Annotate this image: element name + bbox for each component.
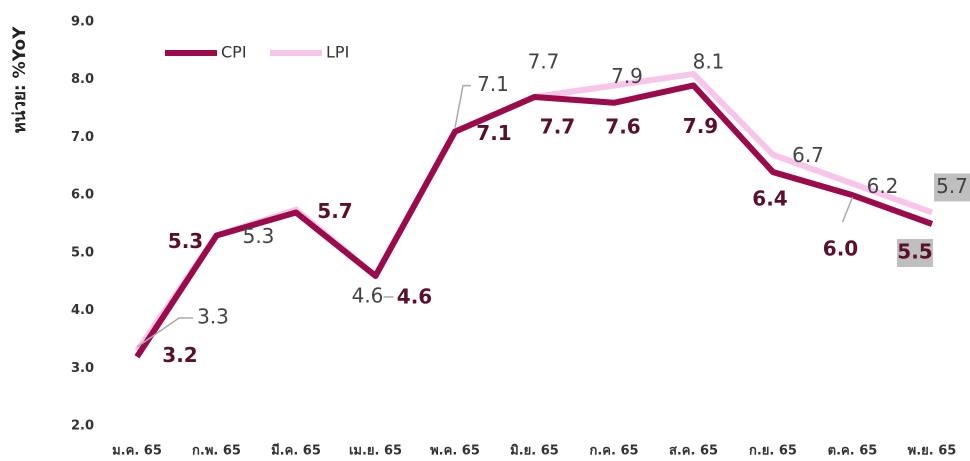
data-label: 5.3 xyxy=(243,224,275,248)
y-tick-label: 5.0 xyxy=(71,245,94,260)
data-label: 3.2 xyxy=(162,343,197,367)
data-label: 7.7 xyxy=(528,50,560,74)
data-label: 6.7 xyxy=(792,143,824,167)
x-tick-label: ม.ค. 65 xyxy=(112,444,162,459)
label-box xyxy=(934,173,970,202)
x-tick-label: ก.ย. 65 xyxy=(749,444,797,459)
data-label: 7.9 xyxy=(683,114,718,138)
leader-line xyxy=(841,196,854,223)
y-tick-label: 4.0 xyxy=(71,303,94,318)
leader-line xyxy=(454,84,471,128)
y-tick-label: 3.0 xyxy=(71,361,94,376)
x-tick-label: พ.ย. 65 xyxy=(908,444,957,459)
x-tick-label: มี.ค. 65 xyxy=(271,443,321,459)
label-box xyxy=(897,239,933,267)
data-label: 8.1 xyxy=(693,49,725,73)
y-tick-label: 2.0 xyxy=(71,419,94,434)
line-lpi xyxy=(134,70,934,353)
x-tick-label: ต.ค. 65 xyxy=(828,444,878,459)
data-label: 5.7 xyxy=(936,174,968,198)
y-tick-label: 9.0 xyxy=(71,15,94,30)
data-label: 7.7 xyxy=(540,115,575,139)
x-tick-label: ก.ค. 65 xyxy=(589,444,638,459)
y-tick-label: 7.0 xyxy=(71,130,94,145)
data-label: 5.3 xyxy=(168,229,203,253)
x-tick-label: พ.ค. 65 xyxy=(430,444,480,459)
data-label: 4.6 xyxy=(352,283,384,307)
x-tick-label: ส.ค. 65 xyxy=(669,444,718,459)
data-label: 7.1 xyxy=(477,72,509,96)
y-axis-label: หน่วย: %YoY xyxy=(10,26,30,134)
data-label: 6.2 xyxy=(867,174,899,198)
data-label: 6.4 xyxy=(752,187,787,211)
x-tick-label: ก.พ. 65 xyxy=(192,444,241,459)
data-label: 7.6 xyxy=(605,114,640,138)
y-tick-label: 6.0 xyxy=(71,188,94,203)
data-label: 7.9 xyxy=(611,64,643,88)
line-cpi xyxy=(134,82,934,359)
data-label: 7.1 xyxy=(476,121,511,145)
x-tick-label: มิ.ย. 65 xyxy=(510,444,559,459)
data-label: 3.3 xyxy=(197,304,229,328)
legend-label: CPI xyxy=(221,43,247,62)
x-tick-label: เม.ย. 65 xyxy=(349,444,402,459)
y-tick-label: 8.0 xyxy=(71,72,94,87)
data-label: 5.5 xyxy=(897,240,932,264)
data-label: 6.0 xyxy=(823,237,858,261)
leader-line xyxy=(136,317,193,348)
data-label: 5.7 xyxy=(317,199,352,223)
legend-label: LPI xyxy=(326,43,349,62)
data-label: 4.6 xyxy=(397,284,432,308)
